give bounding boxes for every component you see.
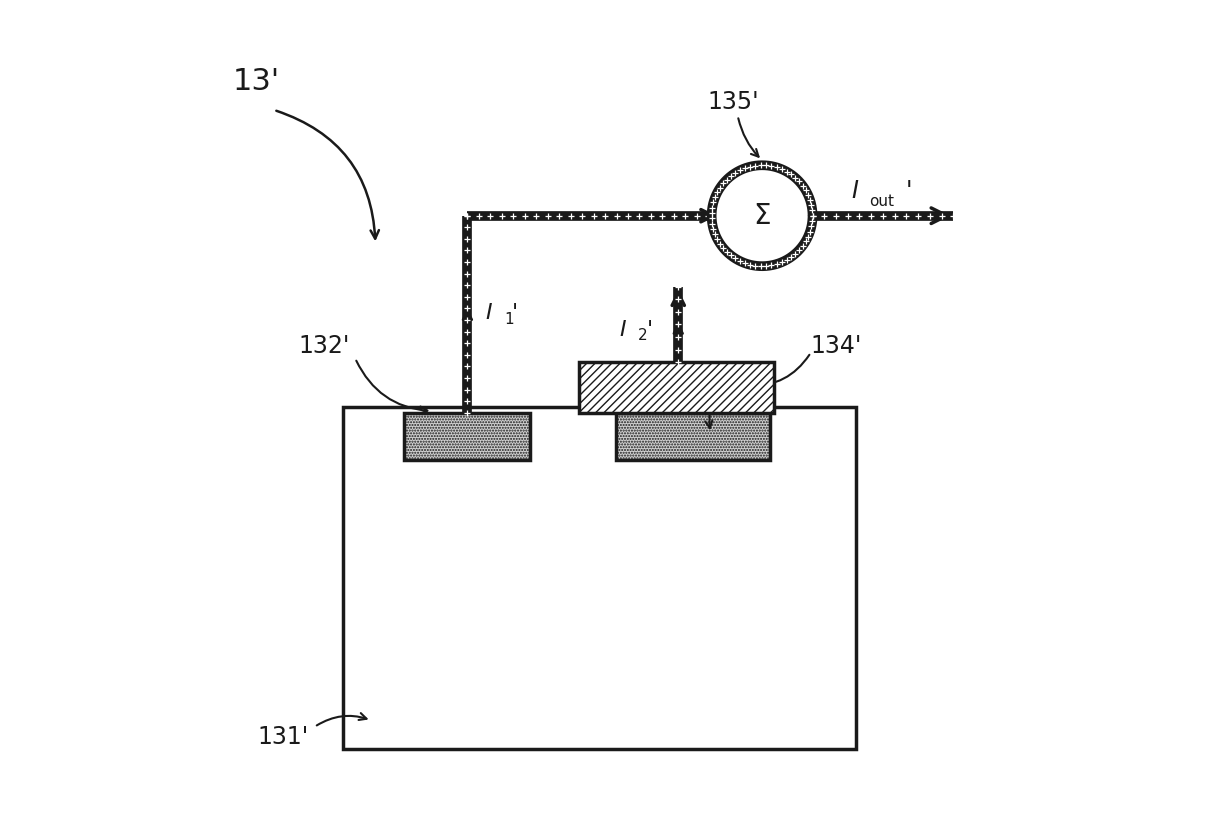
Text: ': '	[512, 304, 519, 323]
Text: I: I	[486, 304, 492, 323]
Text: I: I	[851, 179, 859, 204]
Text: 1: 1	[504, 312, 514, 326]
Text: 135': 135'	[708, 90, 759, 114]
Text: 13': 13'	[234, 67, 280, 96]
Text: ': '	[647, 320, 653, 339]
Text: I: I	[620, 320, 626, 339]
Text: 132': 132'	[298, 334, 350, 358]
Bar	[342, 407, 856, 749]
Text: 131': 131'	[257, 724, 308, 749]
Bar	[615, 413, 770, 460]
Circle shape	[715, 169, 808, 262]
Text: ': '	[906, 179, 912, 204]
Text: $\Sigma$: $\Sigma$	[753, 202, 770, 230]
Bar	[578, 362, 774, 413]
Text: 133': 133'	[673, 387, 724, 411]
Bar	[404, 413, 530, 460]
Text: 2: 2	[638, 328, 648, 343]
Text: out: out	[870, 194, 894, 208]
Text: 134': 134'	[811, 334, 862, 358]
